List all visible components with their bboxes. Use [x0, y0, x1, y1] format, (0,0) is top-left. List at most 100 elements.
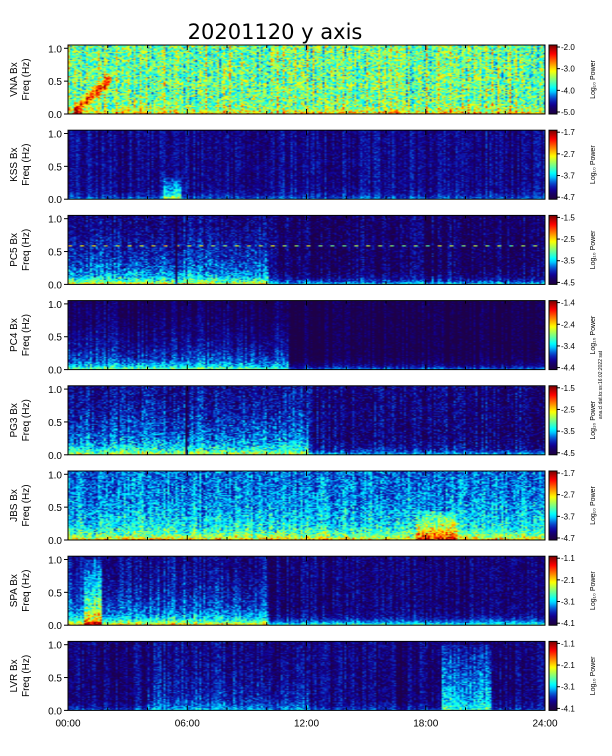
colorbar-tick-label: -2.5 [561, 235, 575, 244]
spectrogram-vna [68, 45, 545, 114]
y-tick-label: 0.0 [48, 366, 62, 377]
panel-lvr: 0.0 0.5 1.0 LVR Bx Freq (Hz) -1.1 -2.1 -3.1 -4.1… [9, 639, 597, 717]
colorbar-tick-label: -2.7 [561, 491, 575, 500]
x-tick-label: 12:00 [294, 718, 319, 729]
station-label: SPA Bx [9, 574, 20, 607]
colorbar-tick-label: -2.0 [561, 43, 575, 52]
colorbar-frame [548, 44, 558, 115]
station-label: PC4 Bx [9, 318, 20, 352]
panel-pc5: 0.0 0.5 1.0 PC5 Bx Freq (Hz) -1.5 -2.5 -3.5 -4.5… [9, 213, 597, 291]
y-tick-label: 0.0 [48, 706, 62, 717]
y-tick-label: 1.0 [48, 385, 62, 396]
freq-axis-label: Freq (Hz) [21, 655, 32, 697]
y-tick-label: 0.0 [48, 621, 62, 632]
colorbar-frame [548, 214, 558, 285]
y-tick-label: 1.0 [48, 470, 62, 481]
colorbar-tick-label: -4.1 [561, 704, 575, 713]
panel-kss: 0.0 0.5 1.0 KSS Bx Freq (Hz) -1.7 -2.7 -3.7 -4.7… [9, 128, 597, 206]
colorbar-frame [548, 470, 558, 541]
colorbar-tick-label: -4.5 [561, 449, 575, 458]
colorbar [549, 641, 557, 711]
y-tick-label: 0.5 [48, 418, 62, 429]
panel-jbs: 0.0 0.5 1.0 JBS Bx Freq (Hz) -1.7 -2.7 -3.7 -4.7… [9, 469, 597, 547]
spectrogram-kss [68, 130, 545, 200]
panel-pg3: 0.0 0.5 1.0 PG3 Bx Freq (Hz) -1.5 -2.5 -3.5 -4.5… [9, 384, 597, 462]
colorbar-tick-label: -4.7 [561, 534, 575, 543]
colorbar-tick-label: -4.1 [561, 619, 575, 628]
y-tick-label: 0.0 [48, 110, 62, 121]
freq-axis-label: Freq (Hz) [21, 229, 32, 271]
spectrogram-pc4 [68, 300, 545, 370]
colorbar-tick-label: -1.4 [561, 299, 575, 308]
colorbar-tick-label: -3.7 [561, 512, 575, 521]
colorbar-label: Log₁₀ Power [590, 145, 597, 184]
colorbar-tick-label: -2.5 [561, 405, 575, 414]
y-tick-label: 0.5 [48, 333, 62, 344]
colorbar-tick-label: -3.7 [561, 172, 575, 181]
colorbar-tick-label: -4.5 [561, 278, 575, 287]
spectrogram-pc5 [68, 215, 545, 285]
panel-spa: 0.0 0.5 1.0 SPA Bx Freq (Hz) -1.1 -2.1 -3.1 -4.1… [9, 554, 597, 632]
y-tick-label: 1.0 [48, 300, 62, 311]
colorbar-label: Log₁₀ Power [590, 230, 597, 269]
y-tick-label: 0.5 [48, 503, 62, 514]
y-tick-label: 1.0 [48, 44, 62, 55]
colorbar [549, 556, 557, 626]
colorbar-label: Log₁₀ Power [590, 656, 597, 695]
x-tick-label: 00:00 [55, 718, 80, 729]
freq-axis-label: Freq (Hz) [21, 570, 32, 612]
panel-vna: 0.0 0.5 1.0 VNA Bx Freq (Hz) -2.0 -3.0 -4.0 -5.0… [9, 43, 597, 121]
station-label: KSS Bx [9, 147, 20, 181]
station-label: JBS Bx [9, 489, 20, 522]
x-tick-label: 06:00 [175, 718, 200, 729]
colorbar-tick-label: -2.1 [561, 576, 575, 585]
colorbar-tick-label: -1.7 [561, 469, 575, 478]
colorbar-tick-label: -3.1 [561, 683, 575, 692]
colorbar-tick-label: -1.1 [561, 554, 575, 563]
figure-title: 20201120 y axis [188, 20, 363, 44]
colorbar-label: Log₁₀ Power [590, 571, 597, 610]
freq-axis-label: Freq (Hz) [21, 58, 32, 100]
spectrogram-lvr [68, 641, 545, 711]
station-label: VNA Bx [9, 62, 20, 96]
panel-pc4: 0.0 0.5 1.0 PC4 Bx Freq (Hz) -1.4 -2.4 -3.4 -4.4… [9, 299, 597, 377]
spectrogram-jbs [68, 471, 545, 540]
colorbar-frame [548, 129, 558, 200]
y-tick-label: 1.0 [48, 641, 62, 652]
y-tick-label: 0.0 [48, 280, 62, 291]
colorbar [549, 471, 557, 540]
y-tick-label: 0.5 [48, 674, 62, 685]
freq-axis-label: Freq (Hz) [21, 144, 32, 186]
station-label: PG3 Bx [9, 403, 20, 437]
colorbar-tick-label: -3.4 [561, 342, 575, 351]
colorbar-frame [548, 555, 558, 626]
colorbar-label: Log₁₀ Power [590, 400, 597, 439]
x-tick-label: 18:00 [413, 718, 438, 729]
y-tick-label: 0.5 [48, 588, 62, 599]
freq-axis-label: Freq (Hz) [21, 399, 32, 441]
y-tick-label: 1.0 [48, 215, 62, 226]
y-tick-label: 0.5 [48, 248, 62, 259]
colorbar-tick-label: -2.7 [561, 150, 575, 159]
colorbar-label: Log₁₀ Power [590, 485, 597, 524]
colorbar-tick-label: -3.0 [561, 65, 575, 74]
station-label: LVR Bx [9, 659, 20, 692]
colorbar-label: Log₁₀ Power [590, 315, 597, 354]
side-note: ana.cl.dat.to:ss:16:02:2022 sat [598, 350, 604, 419]
y-tick-label: 0.5 [48, 77, 62, 88]
colorbar-tick-label: -1.5 [561, 213, 575, 222]
colorbar-tick-label: -1.7 [561, 128, 575, 137]
y-tick-label: 0.5 [48, 162, 62, 173]
y-tick-label: 0.0 [48, 195, 62, 206]
x-tick-label: 24:00 [532, 718, 557, 729]
colorbar [549, 215, 557, 285]
colorbar-tick-label: -4.4 [561, 364, 575, 373]
colorbar [549, 300, 557, 370]
colorbar-frame [548, 300, 558, 371]
colorbar-tick-label: -4.0 [561, 86, 575, 95]
colorbar-frame [548, 640, 558, 711]
spectrogram-spa [68, 556, 545, 626]
y-tick-label: 1.0 [48, 555, 62, 566]
colorbar-tick-label: -3.5 [561, 427, 575, 436]
